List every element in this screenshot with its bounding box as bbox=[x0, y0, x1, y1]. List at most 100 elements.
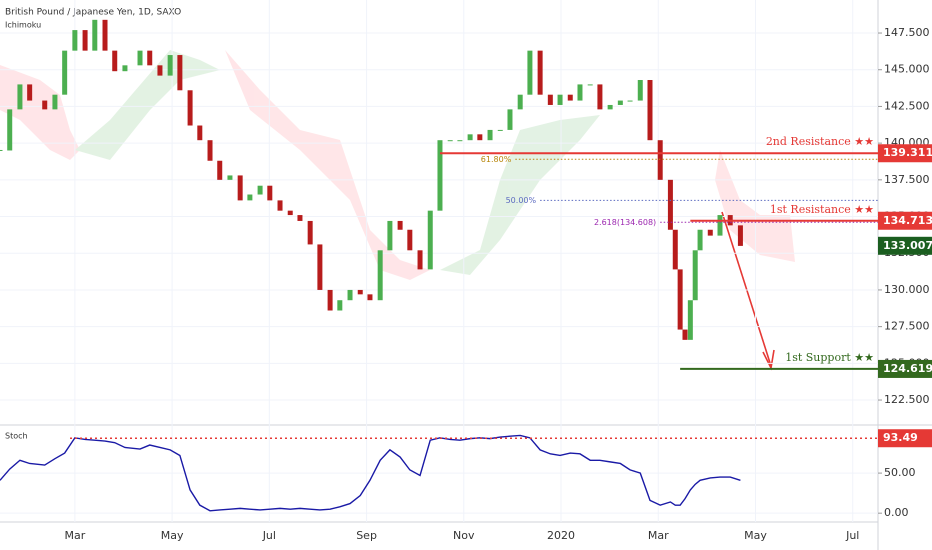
candle bbox=[527, 50, 533, 95]
candle bbox=[92, 19, 98, 51]
candle bbox=[197, 125, 203, 141]
candle bbox=[52, 94, 58, 110]
x-tick-label: May bbox=[744, 529, 767, 542]
candle bbox=[577, 84, 583, 101]
y-tick-label: 137.500 bbox=[884, 173, 930, 186]
candle bbox=[287, 210, 293, 216]
x-tick-label: Jul bbox=[262, 529, 276, 542]
candle bbox=[447, 140, 453, 142]
candle bbox=[337, 300, 343, 311]
candle bbox=[0, 149, 3, 151]
indicator-name: Ichimoku bbox=[5, 21, 41, 30]
candle bbox=[672, 229, 678, 270]
fib-label: 50.00% bbox=[506, 196, 537, 205]
candle bbox=[507, 109, 513, 130]
candle bbox=[247, 194, 253, 201]
candle bbox=[547, 94, 553, 105]
y-tick-label: 127.500 bbox=[884, 320, 930, 333]
candle bbox=[307, 220, 313, 245]
candle bbox=[62, 50, 68, 95]
candle bbox=[457, 140, 463, 142]
candle bbox=[487, 129, 493, 141]
candle bbox=[397, 220, 403, 230]
candle bbox=[227, 175, 233, 180]
candle bbox=[567, 94, 573, 101]
candle bbox=[417, 250, 423, 270]
candle bbox=[647, 80, 653, 141]
candle bbox=[637, 80, 643, 101]
x-tick-label: 2020 bbox=[547, 529, 575, 542]
y-tick-label: 145.000 bbox=[884, 63, 930, 76]
candle bbox=[267, 185, 273, 201]
level-label: 2nd Resistance ★★ bbox=[766, 135, 874, 148]
candle bbox=[42, 100, 48, 110]
price-box bbox=[878, 144, 932, 163]
candle bbox=[72, 30, 78, 51]
candle bbox=[207, 140, 213, 161]
candle bbox=[357, 289, 363, 295]
x-tick-label: Sep bbox=[356, 529, 377, 542]
candle bbox=[237, 175, 243, 201]
candle bbox=[427, 210, 433, 270]
fib-label: 61.80% bbox=[481, 155, 512, 164]
candle bbox=[147, 50, 153, 66]
stoch-line bbox=[0, 434, 741, 512]
candle bbox=[297, 215, 303, 221]
candle bbox=[687, 300, 693, 340]
candle bbox=[17, 84, 23, 110]
x-tick-label: Jul bbox=[845, 529, 859, 542]
candle bbox=[347, 289, 353, 301]
candle bbox=[587, 84, 593, 86]
y-tick-label: 0.00 bbox=[884, 506, 909, 519]
price-box bbox=[878, 236, 932, 255]
candle bbox=[627, 100, 633, 102]
x-tick-label: Nov bbox=[453, 529, 475, 542]
candle bbox=[692, 250, 698, 301]
chart-title: British Pound / Japanese Yen, 1D, SAXO bbox=[5, 8, 181, 18]
price-box-label: 139.311 bbox=[883, 146, 932, 159]
candle bbox=[477, 134, 483, 141]
candle bbox=[597, 84, 603, 110]
candle bbox=[707, 229, 713, 236]
candle bbox=[167, 55, 173, 76]
x-tick-label: May bbox=[161, 529, 184, 542]
candle bbox=[387, 220, 393, 251]
candle bbox=[367, 294, 373, 301]
candle bbox=[717, 215, 723, 236]
candle bbox=[407, 229, 413, 251]
price-box-label: 124.619 bbox=[883, 362, 932, 375]
candle bbox=[497, 129, 503, 131]
y-tick-label: 50.00 bbox=[884, 466, 916, 479]
candle bbox=[177, 55, 183, 91]
candle bbox=[437, 140, 443, 211]
price-box-label: 93.49 bbox=[883, 431, 918, 444]
candle bbox=[617, 100, 623, 105]
price-box bbox=[878, 211, 932, 230]
candles bbox=[0, 19, 743, 340]
y-tick-label: 142.500 bbox=[884, 99, 930, 112]
candle bbox=[537, 50, 543, 95]
candle bbox=[377, 250, 383, 301]
candle bbox=[517, 94, 523, 110]
candle bbox=[122, 65, 128, 72]
x-tick-label: Mar bbox=[648, 529, 669, 542]
candle bbox=[137, 50, 143, 66]
candle bbox=[157, 65, 163, 76]
price-box-label: 133.007 bbox=[883, 239, 932, 252]
candle bbox=[317, 244, 323, 290]
price-box bbox=[878, 359, 932, 378]
candle bbox=[82, 30, 88, 51]
candle bbox=[467, 134, 473, 141]
x-tick-label: Mar bbox=[64, 529, 85, 542]
candle bbox=[682, 329, 688, 340]
candle bbox=[102, 19, 108, 51]
candle bbox=[187, 90, 193, 126]
fib-label: 2.618(134.608) bbox=[594, 218, 656, 227]
candle bbox=[607, 104, 613, 110]
candle bbox=[112, 50, 118, 72]
y-tick-label: 122.500 bbox=[884, 393, 930, 406]
candle bbox=[667, 179, 673, 230]
stoch-k bbox=[0, 434, 741, 512]
candle bbox=[327, 289, 333, 311]
